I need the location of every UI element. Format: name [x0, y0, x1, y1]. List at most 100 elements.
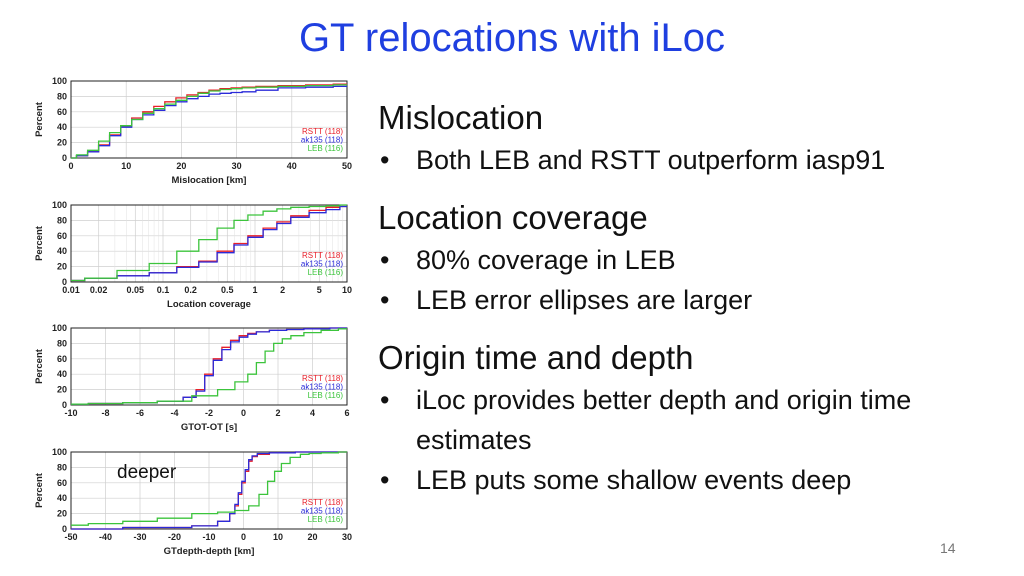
plot-frame: [70, 451, 348, 530]
y-tick-label: 80: [57, 91, 67, 101]
legend-entry: LEB (116): [308, 144, 344, 153]
x-tick-label: -50: [64, 532, 77, 542]
slide-title: GT relocations with iLoc: [298, 16, 726, 60]
bullet-sections: Mislocation Both LEB and RSTT outperform…: [378, 96, 1018, 516]
legend-entry: ak135 (118): [301, 507, 343, 516]
y-tick-label: 20: [57, 138, 67, 148]
y-tick-label: 80: [57, 462, 67, 472]
section-heading: Mislocation: [378, 99, 544, 136]
x-tick-label: -20: [168, 532, 181, 542]
y-tick-label: 40: [57, 493, 67, 503]
y-tick-label: 100: [52, 323, 67, 333]
series-line-2: [71, 328, 347, 405]
y-axis-label: Percent: [34, 225, 45, 261]
x-tick-label: 10: [342, 285, 352, 295]
y-tick-label: 60: [57, 478, 67, 488]
x-tick-label: -4: [170, 408, 178, 418]
legend-entry: LEB (116): [308, 268, 344, 277]
bullet-item: iLoc provides better depth and origin ti…: [378, 380, 1018, 460]
y-tick-label: 60: [57, 354, 67, 364]
legend-entry: ak135 (118): [301, 383, 343, 392]
legend-entry: LEB (116): [308, 515, 344, 524]
x-axis-label: Mislocation [km]: [172, 175, 247, 186]
y-tick-label: 80: [57, 338, 67, 348]
bullet-item: LEB puts some shallow events deep: [378, 460, 1018, 500]
section-heading: Origin time and depth: [378, 339, 694, 376]
x-tick-label: 0.05: [127, 285, 145, 295]
y-tick-label: 40: [57, 122, 67, 132]
y-tick-label: 20: [57, 262, 67, 272]
y-tick-label: 60: [57, 231, 67, 241]
x-tick-label: 0: [241, 532, 246, 542]
x-tick-label: 0.02: [90, 285, 108, 295]
y-tick-label: 20: [57, 385, 67, 395]
x-tick-label: 2: [275, 408, 280, 418]
y-axis-label: Percent: [34, 472, 45, 508]
cdf-location-coverage-chart: 0 20 40 60 80 100 0.01 0.02 0.05 0.1 0.2 0.5 1 2 5 10 Lo…: [34, 200, 352, 310]
x-tick-label: -10: [202, 532, 215, 542]
series-line-1: [71, 85, 347, 159]
plot-frame: [70, 327, 348, 406]
y-tick-label: 40: [57, 369, 67, 379]
series-line-1: [71, 451, 347, 530]
x-tick-label: 0.1: [157, 285, 170, 295]
x-tick-label: -30: [133, 532, 146, 542]
y-tick-label: 0: [62, 400, 67, 410]
y-axis-label: Percent: [34, 348, 45, 384]
cdf-origin-time-chart: 0 20 40 60 80 100 -10 -8 -6 -4 -2 0 2 4 6 GTOT-OT [s] Pe…: [34, 323, 350, 433]
x-tick-label: 10: [273, 532, 283, 542]
legend-entry: RSTT (118): [302, 127, 343, 136]
series-line-2: [71, 451, 347, 526]
x-tick-label: -40: [99, 532, 112, 542]
x-tick-label: 30: [232, 161, 242, 171]
y-tick-label: 0: [62, 524, 67, 534]
x-axis-label: GTdepth-depth [km]: [164, 546, 255, 557]
series-line-2: [71, 204, 347, 282]
page-number: 14: [940, 540, 956, 556]
y-tick-label: 0: [62, 277, 67, 287]
x-tick-label: 20: [176, 161, 186, 171]
x-tick-label: 30: [342, 532, 352, 542]
bullet-item: Both LEB and RSTT outperform iasp91: [378, 140, 1018, 180]
y-tick-label: 100: [52, 76, 67, 86]
x-tick-label: 50: [342, 161, 352, 171]
section-origin-time-depth: Origin time and depth iLoc provides bett…: [378, 336, 1018, 500]
y-tick-label: 20: [57, 509, 67, 519]
x-tick-label: 6: [344, 408, 349, 418]
x-axis-label: GTOT-OT [s]: [181, 422, 237, 433]
legend-entry: LEB (116): [308, 391, 344, 400]
x-tick-label: 0.2: [184, 285, 197, 295]
y-tick-label: 0: [62, 153, 67, 163]
x-tick-label: 10: [121, 161, 131, 171]
x-axis-label: Location coverage: [167, 299, 251, 310]
x-tick-label: 0.01: [62, 285, 80, 295]
bullet-item: LEB error ellipses are larger: [378, 280, 1018, 320]
y-axis-label: Percent: [34, 101, 45, 137]
plot-frame: [70, 204, 348, 283]
cdf-mislocation-chart: 0 20 40 60 80 100 0 10 20 30 40 50 Mislocation [km] P…: [34, 76, 352, 186]
y-tick-label: 100: [52, 200, 67, 210]
x-tick-label: -10: [64, 408, 77, 418]
section-location-coverage: Location coverage 80% coverage in LEB LE…: [378, 196, 1018, 320]
chart-annotation: deeper: [117, 462, 177, 483]
series-line-2: [71, 84, 347, 159]
legend-entry: ak135 (118): [301, 260, 343, 269]
x-tick-label: 1: [252, 285, 257, 295]
y-tick-label: 100: [52, 447, 67, 457]
x-tick-label: 40: [287, 161, 297, 171]
x-tick-label: -8: [101, 408, 109, 418]
x-tick-label: 0: [241, 408, 246, 418]
cdf-depth-chart: 0 20 40 60 80 100 -50 -40 -30 -20 -10 0 10 20 30 GTdept…: [34, 447, 352, 557]
plot-frame: [70, 80, 348, 159]
bullet-item: 80% coverage in LEB: [378, 240, 1018, 280]
legend-entry: RSTT (118): [302, 251, 343, 260]
section-heading: Location coverage: [378, 199, 648, 236]
y-tick-label: 60: [57, 107, 67, 117]
x-tick-label: 4: [310, 408, 315, 418]
x-tick-label: 20: [307, 532, 317, 542]
legend-entry: RSTT (118): [302, 498, 343, 507]
x-tick-label: 2: [280, 285, 285, 295]
x-tick-label: -6: [136, 408, 144, 418]
section-mislocation: Mislocation Both LEB and RSTT outperform…: [378, 96, 1018, 180]
x-tick-label: -2: [205, 408, 213, 418]
